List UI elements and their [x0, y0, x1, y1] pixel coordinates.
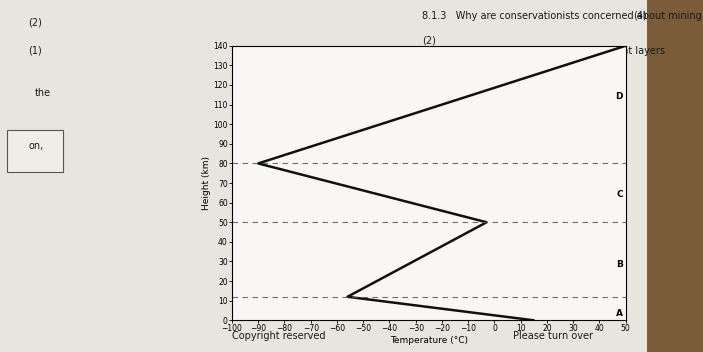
Text: C: C	[617, 190, 623, 199]
Y-axis label: Height (km): Height (km)	[202, 156, 210, 210]
Text: 8.2  The following graph shows how the temperature changes in the different laye: 8.2 The following graph shows how the te…	[253, 46, 665, 56]
Text: A: A	[616, 309, 623, 318]
Text: on,: on,	[28, 141, 44, 151]
Text: Copyright reserved: Copyright reserved	[232, 331, 325, 341]
Text: the: the	[35, 88, 51, 98]
Text: (4): (4)	[633, 11, 647, 20]
Text: Please turn over: Please turn over	[513, 331, 593, 341]
Text: B: B	[616, 260, 623, 269]
Text: D: D	[616, 92, 623, 101]
Bar	[647, 0, 703, 352]
Text: (1): (1)	[28, 46, 42, 56]
Text: (2): (2)	[28, 18, 42, 27]
Text: (2): (2)	[422, 35, 436, 45]
Text: 8.1.3   Why are conservationists concerned about mining practices?: 8.1.3 Why are conservationists concerned…	[422, 11, 703, 20]
X-axis label: Temperature (°C): Temperature (°C)	[390, 336, 467, 345]
Text: of the atmosphere.: of the atmosphere.	[281, 60, 375, 70]
FancyBboxPatch shape	[7, 130, 63, 172]
